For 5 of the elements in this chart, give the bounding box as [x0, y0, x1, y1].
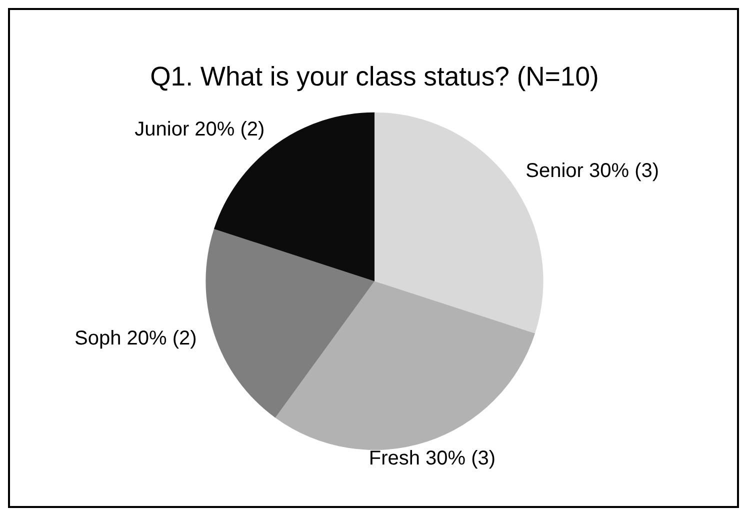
slice-label: Fresh 30% (3) — [368, 447, 496, 470]
slice-label: Soph 20% (2) — [74, 327, 197, 350]
slice-label: Junior 20% (2) — [134, 118, 265, 141]
chart-title: Q1. What is your class status? (N=10) — [150, 61, 599, 92]
slice-label: Senior 30% (3) — [526, 160, 660, 182]
